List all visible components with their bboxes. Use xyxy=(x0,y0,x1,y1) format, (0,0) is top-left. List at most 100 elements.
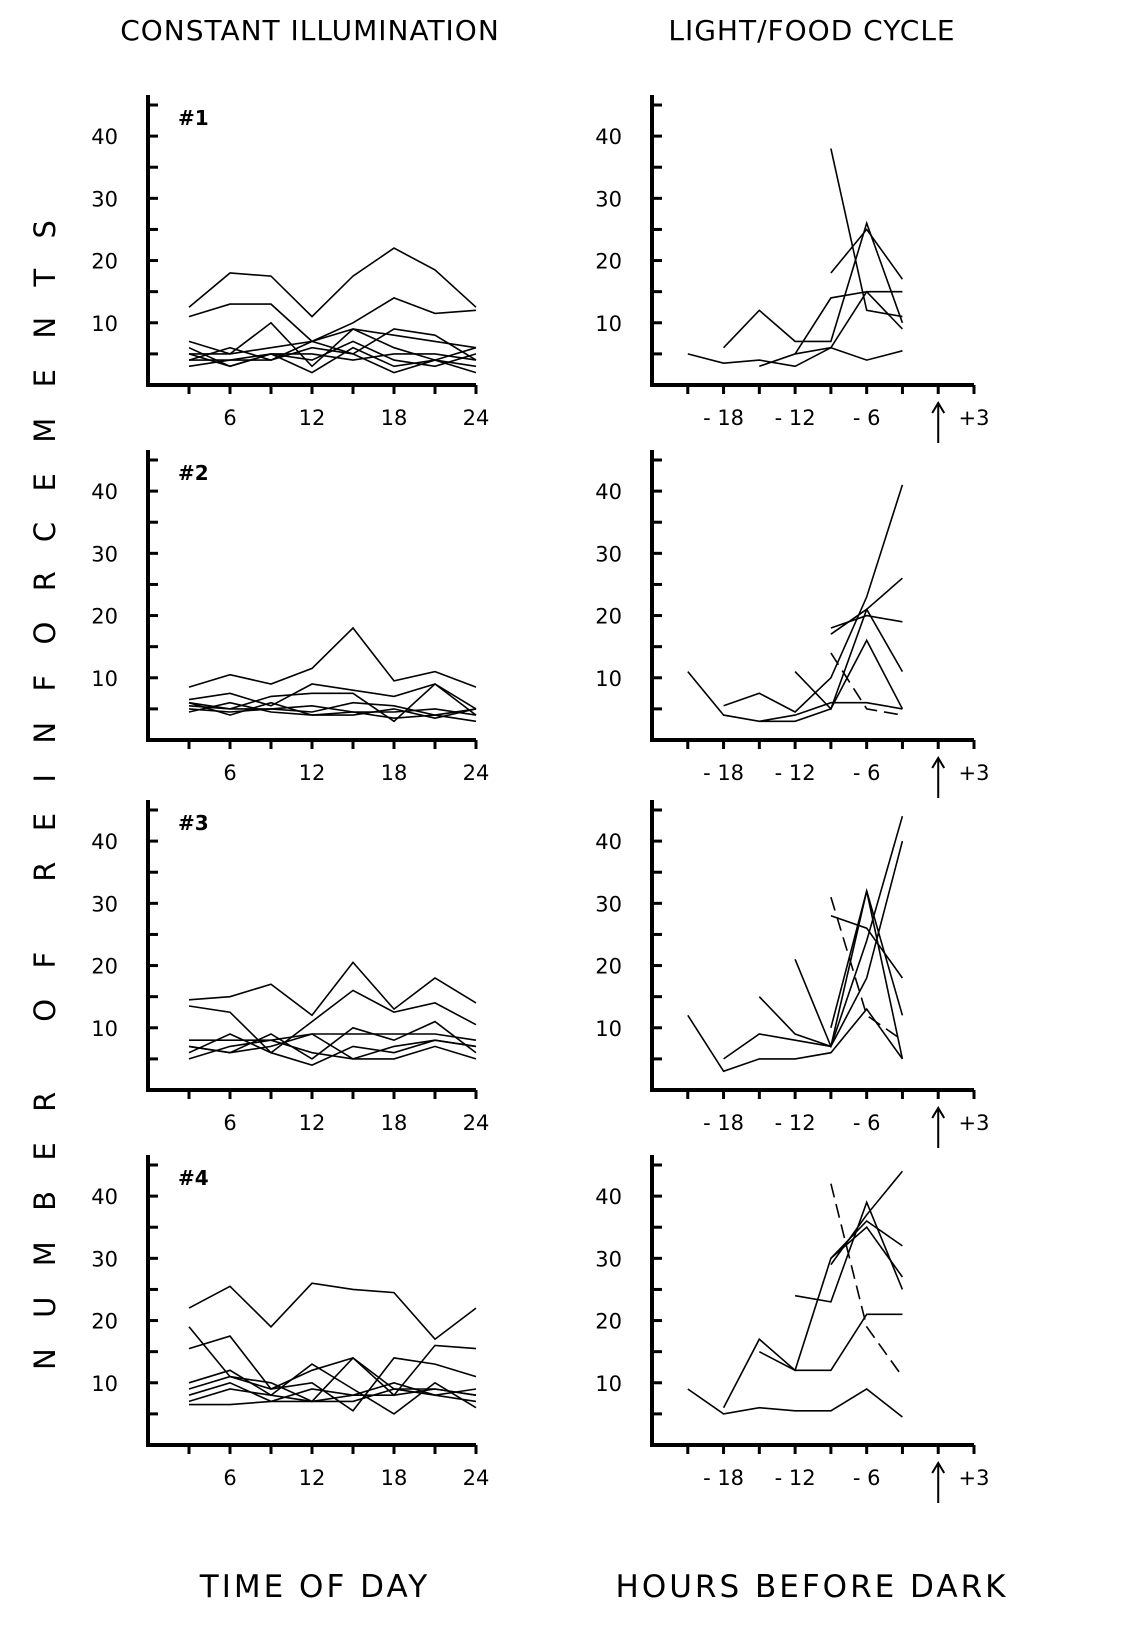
series-line-4 xyxy=(189,328,477,361)
x-tick-label: 18 xyxy=(381,1111,408,1135)
y-tick-label: 30 xyxy=(595,542,622,566)
y-tick-label: 10 xyxy=(595,312,622,336)
x-tick-label: 6 xyxy=(223,1466,236,1490)
series-line-1 xyxy=(687,671,903,723)
series-line-1 xyxy=(687,1007,904,1073)
series-line-5 xyxy=(188,328,477,361)
panel-2-left: 10 20 30 40 6 12 18 24 #2 xyxy=(91,450,489,785)
x-tick-label: - 18 xyxy=(703,1466,744,1490)
x-tick-label: - 12 xyxy=(775,761,816,785)
x-tick-label: 24 xyxy=(463,1466,490,1490)
x-tick-label: 18 xyxy=(381,406,408,430)
series-line-1 xyxy=(188,961,477,1017)
y-tick-label: 20 xyxy=(595,1310,622,1334)
series-line-5 xyxy=(830,228,904,280)
series-line-3 xyxy=(759,290,903,368)
y-tick-label: 30 xyxy=(91,542,118,566)
x-tick-label: - 18 xyxy=(703,406,744,430)
panel-number: #3 xyxy=(178,811,209,835)
y-tick-label: 20 xyxy=(91,605,118,629)
series-line-2 xyxy=(722,1313,903,1409)
y-tick-label: 30 xyxy=(595,892,622,916)
chart-panels: 10 20 30 40 6 12 18 24 #1 10 20 30 40 - 18 - 12 - 6 +3 10… xyxy=(91,95,989,1503)
y-tick-label: 40 xyxy=(91,480,118,504)
y-tick-label: 40 xyxy=(91,125,118,149)
panel-number: #1 xyxy=(178,106,209,130)
y-tick-label: 10 xyxy=(91,1017,118,1041)
x-tick-label: - 6 xyxy=(853,406,881,430)
dark-onset-arrow xyxy=(931,1106,946,1148)
x-tick-label: +3 xyxy=(959,406,990,430)
x-tick-label: +3 xyxy=(959,1111,990,1135)
y-tick-label: 40 xyxy=(595,1185,622,1209)
x-tick-label: +3 xyxy=(959,1466,990,1490)
y-tick-label: 10 xyxy=(595,1372,622,1396)
x-tick-label: 18 xyxy=(381,761,408,785)
series-line-5 xyxy=(188,1363,477,1415)
series-line-2 xyxy=(723,220,904,349)
series-line-3 xyxy=(188,682,477,723)
series-line-4 xyxy=(188,701,477,723)
y-tick-label: 40 xyxy=(595,125,622,149)
panel-2-right: 10 20 30 40 - 18 - 12 - 6 +3 xyxy=(595,450,989,798)
series-line-1 xyxy=(687,1388,903,1418)
y-tick-label: 10 xyxy=(595,1017,622,1041)
y-tick-label: 20 xyxy=(91,1310,118,1334)
series-line-1 xyxy=(687,346,903,368)
y-tick-label: 10 xyxy=(91,312,118,336)
y-tick-label: 30 xyxy=(91,1247,118,1271)
x-tick-label: 18 xyxy=(381,1466,408,1490)
series-line-6 xyxy=(830,1183,904,1378)
x-tick-label: 6 xyxy=(223,406,236,430)
axes-frame xyxy=(146,800,476,1092)
panel-number: #4 xyxy=(178,1166,209,1190)
series-line-2 xyxy=(723,890,904,1060)
x-tick-label: - 6 xyxy=(853,1111,881,1135)
y-tick-label: 10 xyxy=(91,667,118,691)
series-line-6 xyxy=(794,290,903,355)
series-line-5 xyxy=(188,1033,477,1066)
series-line-6 xyxy=(188,1039,477,1060)
panel-3-right: 10 20 30 40 - 18 - 12 - 6 +3 xyxy=(595,800,989,1148)
x-tick-label: 12 xyxy=(299,761,326,785)
y-tick-label: 30 xyxy=(595,187,622,211)
series-line-1 xyxy=(188,1282,477,1341)
y-tick-label: 30 xyxy=(91,187,118,211)
series-line-3 xyxy=(189,1033,477,1041)
y-tick-label: 20 xyxy=(91,955,118,979)
series-line-2 xyxy=(188,989,477,1054)
dark-onset-arrow xyxy=(931,756,946,798)
series-line-6 xyxy=(188,704,477,716)
y-tick-label: 10 xyxy=(91,1372,118,1396)
x-tick-label: - 18 xyxy=(703,1111,744,1135)
panel-1-right: 10 20 30 40 - 18 - 12 - 6 +3 xyxy=(595,95,989,443)
series-line-1 xyxy=(188,247,477,318)
series-line-2 xyxy=(188,683,477,710)
series-line-4 xyxy=(188,1020,477,1060)
x-tick-label: - 6 xyxy=(853,1466,881,1490)
axes-frame xyxy=(146,95,476,387)
y-tick-label: 10 xyxy=(595,667,622,691)
axes-frame xyxy=(650,800,974,1092)
x-tick-label: - 6 xyxy=(853,761,881,785)
panel-1-left: 10 20 30 40 6 12 18 24 #1 xyxy=(91,95,489,430)
x-tick-label: 24 xyxy=(463,761,490,785)
panel-3-left: 10 20 30 40 6 12 18 24 #3 xyxy=(91,800,489,1135)
y-axis-label: NUMBER OF REINFORCEMENTS xyxy=(28,220,62,1370)
x-tick-label: 12 xyxy=(299,406,326,430)
series-line-1 xyxy=(188,626,477,688)
right-x-axis-label: HOURS BEFORE DARK xyxy=(616,1569,1009,1605)
y-tick-label: 20 xyxy=(91,250,118,274)
series-line-9 xyxy=(188,340,477,368)
y-tick-label: 30 xyxy=(91,892,118,916)
x-tick-label: 24 xyxy=(463,1111,490,1135)
series-line-7 xyxy=(188,701,477,720)
dark-onset-arrow xyxy=(931,401,946,443)
axes-frame xyxy=(650,450,974,742)
axes-frame xyxy=(146,450,476,742)
x-tick-label: - 12 xyxy=(775,1111,816,1135)
x-tick-label: - 12 xyxy=(775,406,816,430)
series-line-7 xyxy=(189,353,477,361)
x-tick-label: 24 xyxy=(463,406,490,430)
